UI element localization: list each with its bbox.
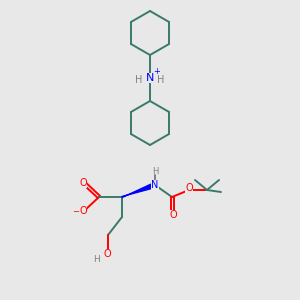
Text: H: H bbox=[152, 167, 158, 176]
Text: H: H bbox=[94, 256, 100, 265]
Text: N: N bbox=[146, 73, 154, 83]
Text: O: O bbox=[185, 183, 193, 193]
Text: N: N bbox=[151, 180, 159, 190]
Text: H: H bbox=[157, 75, 165, 85]
Text: −: − bbox=[73, 208, 80, 217]
Text: O: O bbox=[79, 206, 87, 216]
Text: O: O bbox=[169, 210, 177, 220]
Text: +: + bbox=[154, 67, 160, 76]
Text: H: H bbox=[135, 75, 143, 85]
Polygon shape bbox=[122, 183, 156, 197]
Text: O: O bbox=[79, 178, 87, 188]
Text: O: O bbox=[103, 249, 111, 259]
